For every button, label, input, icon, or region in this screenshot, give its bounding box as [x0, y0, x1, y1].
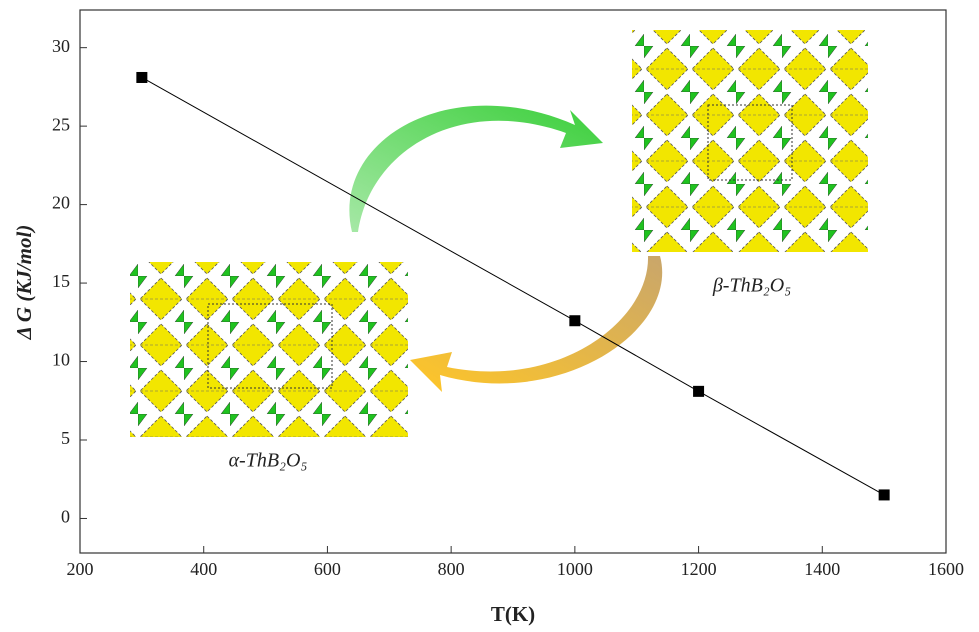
y-tick-label: 25 — [52, 114, 70, 134]
y-tick-label: 20 — [52, 193, 70, 213]
x-tick-label: 1400 — [804, 559, 840, 579]
arrow — [410, 256, 663, 392]
arrow — [349, 105, 603, 232]
line — [141, 77, 885, 496]
y-tick-label: 5 — [61, 428, 70, 448]
y-tick-label: 15 — [52, 271, 70, 291]
y-tick-label: 30 — [52, 36, 70, 56]
x-tick-label: 600 — [314, 559, 341, 579]
marker — [569, 315, 581, 327]
alpha-structure — [130, 262, 408, 437]
y-axis-label: Δ G (KJ/mol) — [12, 225, 36, 341]
x-tick-label: 1200 — [681, 559, 717, 579]
x-tick-label: 400 — [190, 559, 217, 579]
beta-structure — [632, 30, 868, 252]
annotation: β-ThB₂O₅ — [712, 275, 791, 297]
x-tick-label: 1600 — [928, 559, 964, 579]
y-tick-label: 10 — [52, 350, 70, 370]
x-tick-label: 200 — [67, 559, 94, 579]
marker — [136, 71, 148, 83]
x-tick-label: 800 — [438, 559, 465, 579]
plot-frame — [79, 9, 947, 554]
marker — [693, 385, 705, 397]
x-axis-label: T(K) — [491, 602, 535, 626]
x-tick-label: 1000 — [557, 559, 593, 579]
annotation: α-ThB₂O₅ — [229, 450, 308, 472]
y-tick-label: 0 — [61, 507, 70, 527]
marker — [878, 489, 890, 501]
